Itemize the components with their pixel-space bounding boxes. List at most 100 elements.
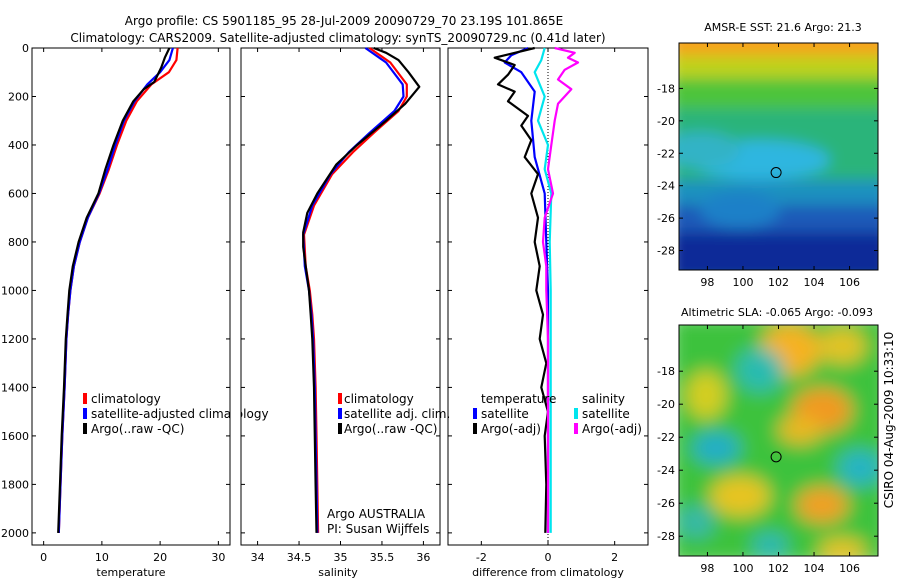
series-line-salinity-argo-adj-: [541, 46, 580, 533]
legend-label-temp-argo: Argo(-adj): [481, 422, 541, 436]
temperature-axes-box: [31, 47, 231, 546]
map-y-tick-label: -24: [657, 464, 675, 477]
salinity-legend: climatology satellite adj. clim. Argo(..…: [338, 392, 450, 436]
map-y-tick-label: -24: [657, 180, 675, 193]
legend-swatch-temp-argo: [473, 423, 477, 434]
y-tick-label: 800: [8, 236, 29, 249]
salinity-axes-box: [240, 47, 441, 546]
series-line-temperature-argo-adj-: [493, 46, 550, 533]
map-y-tick-label: -22: [657, 147, 675, 160]
y-tick-label: 1200: [1, 333, 29, 346]
x-tick-label: 20: [153, 551, 167, 564]
map-y-tick-label: -20: [657, 115, 675, 128]
legend-label-sal-satellite: satellite: [582, 407, 630, 421]
x-tick-label: 10: [95, 551, 109, 564]
temperature-xlabel: temperature: [96, 566, 165, 579]
map-y-tick-label: -28: [657, 530, 675, 543]
legend-swatch-climatology: [83, 393, 87, 404]
map-y-tick-label: -28: [657, 245, 675, 258]
temperature-panel: 0 10 20 30 0 200 400 600 800 1000 1200 1400 1600 1800…: [1, 42, 269, 579]
principal-investigator-label: PI: Susan Wijffels: [327, 522, 429, 536]
legend-swatch-sal-satellite: [574, 408, 578, 419]
sst-heatmap: [679, 43, 878, 270]
y-tick-label: 400: [8, 139, 29, 152]
salinity-panel: 34 34.5 35 35.5 36 salinity climatology sate…: [240, 46, 450, 579]
legend-swatch-sal-argo: [574, 423, 578, 434]
sst-map-ticks: 98 100 102 104 106 -18 -20 -22 -24 -26 -28: [657, 43, 878, 289]
map-x-tick-label: 100: [732, 276, 753, 289]
x-tick-label: 0: [40, 551, 47, 564]
map-y-tick-label: -26: [657, 212, 675, 225]
legend-swatch-climatology: [338, 393, 342, 404]
series-line-temperature-satellite: [503, 46, 550, 533]
legend-title-temperature: temperature: [481, 392, 556, 406]
map-x-tick-label: 98: [700, 562, 714, 575]
series-line-argo-raw-qc-: [57, 47, 171, 533]
y-tick-label: 1600: [1, 430, 29, 443]
legend-label-sal-argo: Argo(-adj): [582, 422, 642, 436]
map-x-tick-label: 102: [768, 276, 789, 289]
legend-label-temp-satellite: satellite: [481, 407, 529, 421]
legend-swatch-temp-satellite: [473, 408, 477, 419]
legend-label-satellite: satellite-adjusted climatology: [91, 407, 269, 421]
temperature-legend: climatology satellite-adjusted climatolo…: [83, 392, 269, 436]
legend-swatch-argo: [83, 423, 87, 434]
sst-map-panel: AMSR-E SST: 21.6 Argo: 21.3 98 100 102 104 1…: [657, 21, 879, 289]
sla-map-title: Altimetric SLA: -0.065 Argo: -0.093: [681, 306, 873, 319]
sla-map-panel: Altimetric SLA: -0.065 Argo: -0.093 98 10…: [657, 306, 879, 575]
map-x-tick-label: 104: [804, 276, 825, 289]
argo-location-marker: [770, 167, 782, 179]
x-tick-label: 34: [251, 551, 265, 564]
float-owner-label: Argo AUSTRALIA: [327, 507, 426, 521]
map-x-tick-label: 104: [804, 562, 825, 575]
y-tick-label: 1000: [1, 284, 29, 297]
legend-swatch-satellite: [338, 408, 342, 419]
x-tick-label: 34.5: [287, 551, 312, 564]
map-x-tick-label: 106: [839, 276, 860, 289]
series-line-climatology: [57, 47, 179, 533]
map-x-tick-label: 106: [839, 562, 860, 575]
legend-label-satellite: satellite adj. clim.: [344, 407, 450, 421]
x-tick-label: 36: [416, 551, 430, 564]
series-line-climatology: [302, 47, 408, 533]
temperature-ticks: 0 10 20 30 0 200 400 600 800 1000 1200 1400 1600 1800…: [1, 42, 230, 564]
salinity-xlabel: salinity: [318, 566, 358, 579]
legend-swatch-satellite: [83, 408, 87, 419]
legend-swatch-argo: [338, 423, 342, 434]
figure-title-line1: Argo profile: CS 5901185_95 28-Jul-2009 …: [125, 14, 563, 28]
y-tick-label: 600: [8, 187, 29, 200]
series-line-salinity-satellite: [533, 47, 553, 533]
y-tick-label: 0: [22, 42, 29, 55]
figure-title-line2: Climatology: CARS2009. Satellite-adjuste…: [70, 31, 605, 45]
y-tick-label: 1800: [1, 478, 29, 491]
salinity-ticks: 34 34.5 35 35.5 36: [241, 47, 440, 564]
salinity-lines: [302, 46, 421, 533]
map-x-tick-label: 100: [732, 562, 753, 575]
map-y-tick-label: -20: [657, 398, 675, 411]
x-tick-label: 2: [611, 551, 618, 564]
series-line-argo-raw-qc-: [302, 46, 421, 533]
legend-label-climatology: climatology: [91, 392, 161, 406]
map-y-tick-label: -18: [657, 365, 675, 378]
x-tick-label: 35: [334, 551, 348, 564]
x-tick-label: -2: [476, 551, 487, 564]
x-tick-label: 35.5: [370, 551, 395, 564]
map-y-tick-label: -26: [657, 497, 675, 510]
difference-lines: [493, 46, 580, 533]
x-tick-label: 30: [211, 551, 225, 564]
argo-location-marker: [770, 451, 782, 463]
legend-title-salinity: salinity: [582, 392, 625, 406]
map-x-tick-label: 98: [700, 276, 714, 289]
y-tick-label: 2000: [1, 527, 29, 540]
x-tick-label: 0: [545, 551, 552, 564]
map-y-tick-label: -18: [657, 82, 675, 95]
difference-xlabel: difference from climatology: [472, 566, 624, 579]
legend-label-climatology: climatology: [344, 392, 414, 406]
legend-label-argo: Argo(..raw -QC): [91, 422, 184, 436]
legend-overflow-mask: [231, 380, 241, 440]
map-y-tick-label: -22: [657, 431, 675, 444]
difference-legend: temperature salinity satellite Argo(-adj…: [473, 392, 642, 436]
series-line-satellite-adjusted-climatology: [57, 47, 174, 533]
y-tick-label: 1400: [1, 381, 29, 394]
